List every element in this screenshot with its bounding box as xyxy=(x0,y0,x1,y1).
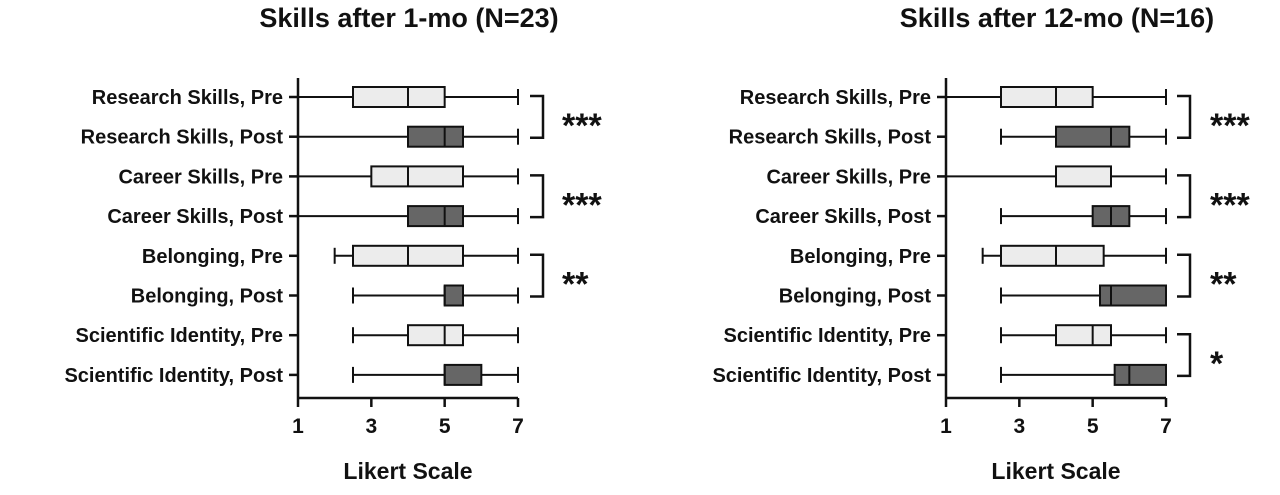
box-body xyxy=(352,86,446,108)
x-tick-label: 5 xyxy=(439,415,451,438)
box-1: Research Skills, Pre xyxy=(740,86,1167,109)
significance-bracket xyxy=(530,94,545,139)
box-body xyxy=(407,324,464,347)
box-2: Research Skills, Post xyxy=(729,125,1167,149)
category-label: Career Skills, Post xyxy=(107,206,283,228)
significance-label: *** xyxy=(562,107,602,145)
significance-bracket xyxy=(1177,94,1192,139)
box-5: Belonging, Pre xyxy=(790,244,1167,268)
category-label: Research Skills, Pre xyxy=(92,87,283,109)
category-label: Scientific Identity, Post xyxy=(64,365,283,387)
x-tick-label: 7 xyxy=(512,415,524,438)
box-3: Career Skills, Pre xyxy=(766,165,1167,188)
box-body xyxy=(1055,165,1112,188)
box-5: Belonging, Pre xyxy=(142,244,519,268)
box-6: Belonging, Post xyxy=(779,284,1167,308)
chart-panel-1: Skills after 1-mo (N=23) 1 3 5 7 Likert Scale… xyxy=(64,3,602,484)
x-axis-label: Likert Scale xyxy=(991,458,1120,484)
box-3: Career Skills, Pre xyxy=(118,165,519,188)
box-body xyxy=(443,363,483,386)
box-2: Research Skills, Post xyxy=(81,125,519,149)
significance-label: *** xyxy=(562,186,602,224)
box-body xyxy=(370,165,465,188)
x-axis-label: Likert Scale xyxy=(343,458,472,484)
category-label: Belonging, Pre xyxy=(790,246,931,268)
box-body xyxy=(1000,244,1105,267)
x-tick-label: 3 xyxy=(1013,415,1025,438)
significance-label: *** xyxy=(1210,107,1250,145)
category-label: Career Skills, Post xyxy=(755,206,931,228)
box-body xyxy=(1099,284,1167,307)
category-label: Research Skills, Post xyxy=(729,127,932,149)
category-label: Research Skills, Post xyxy=(81,127,284,149)
significance-bracket xyxy=(1177,332,1192,378)
x-tick-label: 3 xyxy=(365,415,377,438)
x-tick-label: 5 xyxy=(1087,415,1099,438)
significance-label: ** xyxy=(562,266,589,304)
category-label: Research Skills, Pre xyxy=(740,87,931,109)
chart-title: Skills after 1-mo (N=23) xyxy=(259,3,558,33)
category-label: Career Skills, Pre xyxy=(118,166,283,188)
chart-title: Skills after 12-mo (N=16) xyxy=(900,3,1214,33)
box-4: Career Skills, Post xyxy=(755,205,1167,228)
category-label: Belonging, Post xyxy=(779,286,932,308)
category-label: Career Skills, Pre xyxy=(766,166,931,188)
box-body xyxy=(1055,125,1131,148)
x-tick-label: 7 xyxy=(1160,415,1172,438)
box-1: Research Skills, Pre xyxy=(92,86,519,109)
significance-label: * xyxy=(1210,345,1224,383)
box-7: Scientific Identity, Pre xyxy=(724,324,1167,347)
category-label: Belonging, Post xyxy=(131,286,284,308)
x-tick-label: 1 xyxy=(940,415,952,438)
significance-bracket xyxy=(1177,174,1192,219)
category-label: Scientific Identity, Pre xyxy=(76,325,283,347)
box-body xyxy=(1000,86,1094,108)
significance-bracket xyxy=(530,174,545,219)
category-label: Scientific Identity, Pre xyxy=(724,325,931,347)
x-tick-label: 1 xyxy=(292,415,304,438)
significance-label: ** xyxy=(1210,266,1237,304)
chart-panel-2: Skills after 12-mo (N=16) 1 3 5 7 Likert Scal… xyxy=(712,3,1250,484)
box-body xyxy=(407,125,464,148)
significance-label: *** xyxy=(1210,186,1250,224)
box-body xyxy=(443,284,464,307)
box-body xyxy=(1113,363,1167,386)
box-body xyxy=(1055,324,1112,347)
box-8: Scientific Identity, Post xyxy=(712,363,1167,387)
box-4: Career Skills, Post xyxy=(107,205,519,228)
box-8: Scientific Identity, Post xyxy=(64,363,519,387)
significance-bracket xyxy=(530,253,545,298)
significance-bracket xyxy=(1177,253,1192,298)
box-body xyxy=(407,205,464,228)
category-label: Scientific Identity, Post xyxy=(712,365,931,387)
box-6: Belonging, Post xyxy=(131,284,519,308)
box-7: Scientific Identity, Pre xyxy=(76,324,519,347)
category-label: Belonging, Pre xyxy=(142,246,283,268)
